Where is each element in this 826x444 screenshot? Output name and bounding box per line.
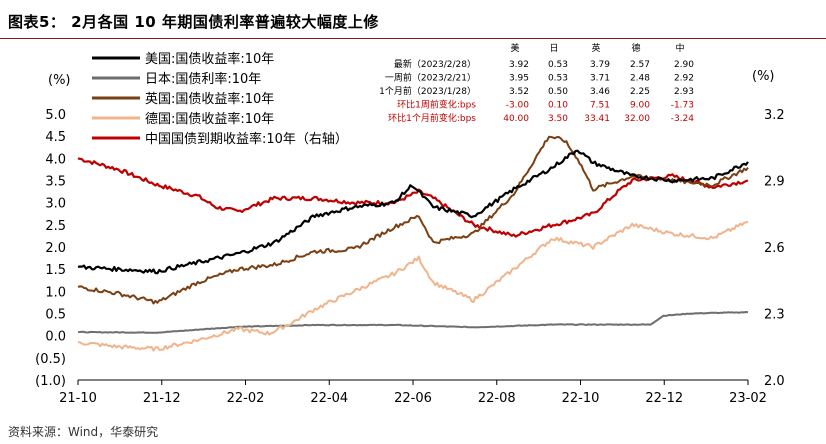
table-column-header: 日 (549, 43, 558, 54)
table-cell: 3.52 (509, 87, 529, 97)
table-cell: 2.90 (674, 60, 694, 70)
y-right-tick-label: 2.9 (764, 175, 785, 190)
legend-label-uk: 英国:国债收益率:10年 (145, 91, 274, 107)
series-line-de (78, 220, 749, 352)
y-left-unit: (%) (48, 73, 71, 88)
y-left-tick-label: 3.5 (45, 175, 66, 190)
series-line-jp (77, 311, 749, 334)
table-column-header: 德 (631, 42, 640, 54)
y-left-tick-label: (0.5) (35, 352, 66, 367)
y-left-tick-label: 1.0 (45, 285, 66, 300)
table-cell: 3.79 (590, 60, 610, 70)
table-cell: 2.57 (630, 60, 650, 70)
x-tick-label: 22-08 (478, 391, 516, 406)
y-left-tick-label: 2.0 (45, 241, 66, 256)
table-row-label: 最新（2023/2/28） (394, 58, 476, 70)
x-tick-label: 23-02 (729, 391, 767, 406)
table-cell: 2.93 (674, 87, 694, 97)
series-line-cn (77, 157, 749, 238)
y-left-tick-label: 0.0 (45, 330, 66, 345)
table-cell: -3.24 (671, 114, 695, 124)
y-left-tick-label: 1.5 (45, 263, 66, 278)
table-cell: 0.53 (548, 60, 568, 70)
table-row-label: 1个月前（2023/1/28） (379, 85, 476, 97)
y-right-tick-label: 2.0 (764, 374, 785, 389)
y-left-tick-label: 4.0 (45, 152, 66, 167)
x-tick-label: 21-12 (143, 391, 181, 406)
legend-label-us: 美国:国债收益率:10年 (145, 51, 274, 67)
table-row-label: 环比1周前变化:bps (397, 99, 476, 111)
series-line-us (77, 149, 749, 275)
y-right-tick-label: 3.2 (764, 108, 785, 123)
table-cell: 3.46 (590, 87, 610, 97)
table-cell: 33.41 (584, 114, 610, 124)
y-left-tick-label: 5.0 (45, 108, 66, 123)
y-left-tick-label: 4.5 (45, 130, 66, 145)
legend-label-jp: 日本:国债利率:10年 (145, 71, 261, 87)
y-left-tick-label: 0.5 (45, 308, 66, 323)
table-cell: 9.00 (630, 101, 650, 111)
legend-label-cn: 中国国债到期收益率:10年（右轴） (145, 131, 348, 147)
y-right-tick-label: 2.6 (764, 241, 785, 256)
title-rule (0, 38, 826, 39)
y-left-tick-label: 2.5 (45, 219, 66, 234)
x-tick-label: 22-02 (227, 391, 265, 406)
table-cell: 3.50 (548, 114, 568, 124)
y-left-tick-label: (1.0) (35, 374, 66, 389)
table-cell: -1.73 (671, 101, 694, 111)
yield-chart: 5.0 4.5 4.0 3.5 3.0 2.5 2.0 1.5 1.0 0.5 0.0 (0.5) (1… (35, 42, 785, 406)
x-tick-label: 22-12 (645, 391, 683, 406)
table-cell: 2.25 (630, 87, 650, 97)
table-cell: 0.50 (548, 87, 568, 97)
table-column-header: 美 (510, 42, 519, 54)
table-cell: 0.10 (548, 101, 568, 111)
stats-table: 美 日 英 德 中最新（2023/2/28） 3.92 0.53 3.79 2.57 2.90 一周… (379, 42, 694, 124)
legend-label-de: 德国:国债收益率:10年 (145, 111, 274, 127)
y-right-unit: (%) (752, 69, 775, 84)
table-cell: 3.92 (509, 60, 529, 70)
table-cell: 40.00 (503, 114, 529, 124)
table-column-header: 中 (675, 42, 684, 54)
x-tick-label: 22-10 (562, 391, 600, 406)
table-row-label: 环比1个月前变化:bps (388, 112, 476, 124)
table-cell: -3.00 (506, 101, 530, 111)
table-cell: 3.95 (509, 74, 529, 84)
table-cell: 0.53 (548, 74, 568, 84)
x-tick-label: 21-10 (59, 391, 97, 406)
x-tick-label: 22-04 (310, 391, 348, 406)
y-left-tick-label: 3.0 (45, 197, 66, 212)
table-cell: 7.51 (590, 101, 610, 111)
table-cell: 3.71 (590, 74, 610, 84)
source-note: 资料来源：Wind，华泰研究 (8, 425, 159, 439)
legend: 美国:国债收益率:10年日本:国债利率:10年英国:国债收益率:10年德国:国债… (92, 51, 348, 147)
figure-title: 图表5： 2月各国 10 年期国债利率普遍较大幅度上修 (8, 13, 379, 31)
x-tick-label: 22-06 (394, 391, 432, 406)
figure-header: 图表5： 2月各国 10 年期国债利率普遍较大幅度上修 (0, 0, 826, 40)
table-row-label: 一周前（2023/2/21） (385, 72, 476, 84)
table-cell: 32.00 (624, 114, 650, 124)
y-right-tick-label: 2.3 (764, 308, 785, 323)
series-line-uk (77, 135, 749, 305)
table-column-header: 英 (591, 42, 600, 54)
table-cell: 2.92 (674, 74, 694, 84)
table-cell: 2.48 (630, 74, 650, 84)
